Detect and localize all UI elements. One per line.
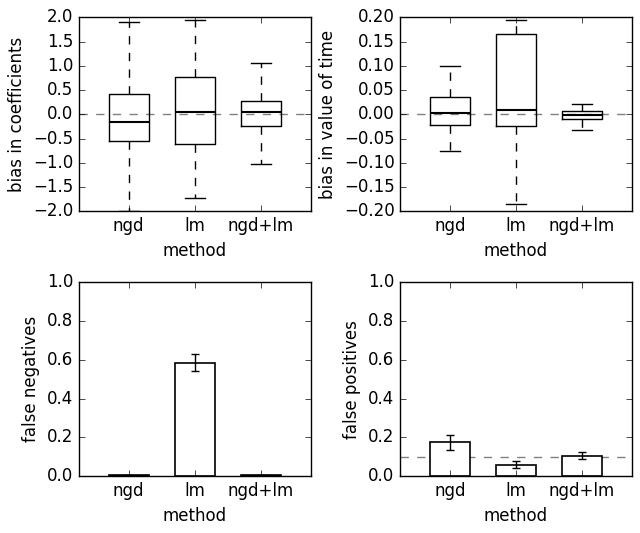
Bar: [175, 362, 214, 476]
Bar: [562, 456, 602, 476]
Y-axis label: bias in value of time: bias in value of time: [319, 30, 337, 199]
Y-axis label: false negatives: false negatives: [22, 316, 40, 442]
Y-axis label: false positives: false positives: [343, 320, 362, 439]
X-axis label: method: method: [163, 242, 227, 260]
Bar: [241, 475, 281, 476]
Bar: [430, 442, 470, 476]
X-axis label: method: method: [163, 507, 227, 524]
Bar: [109, 475, 148, 476]
Bar: [496, 465, 536, 476]
X-axis label: method: method: [484, 242, 548, 260]
X-axis label: method: method: [484, 507, 548, 524]
Y-axis label: bias in coefficients: bias in coefficients: [8, 37, 26, 192]
